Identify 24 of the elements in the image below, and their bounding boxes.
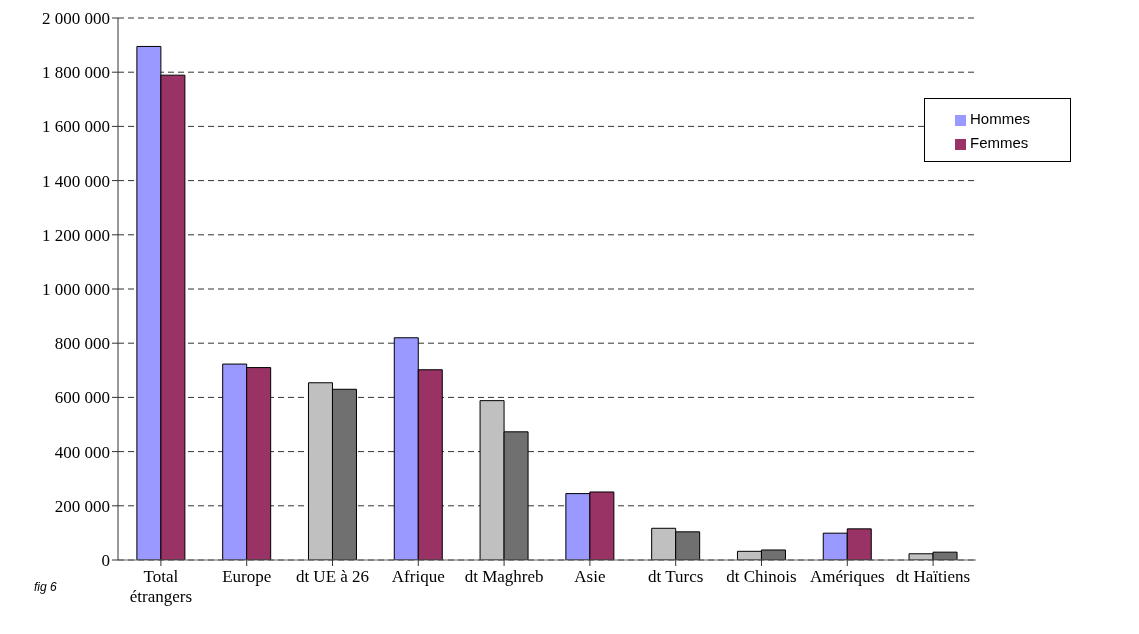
x-tick-label: dt Turcs: [648, 567, 704, 586]
x-tick-label: Total étrangers: [129, 567, 193, 606]
y-tick-label: 1 600 000: [42, 117, 110, 137]
x-tick-label: Afrique: [391, 567, 445, 586]
y-tick-label: 1 200 000: [42, 225, 110, 245]
legend-label: Hommes: [969, 110, 1030, 127]
x-tick-label: Amériques: [809, 567, 885, 586]
legend-label: Femmes: [969, 134, 1029, 151]
y-tick-label: 600 000: [54, 388, 110, 408]
x-tick-label: dt UE à 26: [295, 567, 370, 586]
x-tick-label: dt Haïtiens: [896, 567, 971, 586]
y-tick-label: 0: [101, 551, 110, 571]
caption: fig 6: [34, 580, 57, 594]
y-tick-label: 1 000 000: [42, 280, 110, 300]
y-tick-label: 200 000: [54, 496, 110, 516]
y-tick-label: 1 400 000: [42, 171, 110, 191]
x-tick-label: Asie: [574, 567, 606, 586]
y-tick-label: 400 000: [54, 442, 110, 462]
x-tick-label: dt Maghreb: [464, 567, 544, 586]
x-tick-label: dt Chinois: [726, 567, 797, 586]
y-tick-label: 800 000: [54, 334, 110, 354]
x-tick-label: Europe: [222, 567, 272, 586]
y-tick-label: 2 000 000: [42, 9, 110, 29]
y-tick-label: 1 800 000: [42, 63, 110, 83]
